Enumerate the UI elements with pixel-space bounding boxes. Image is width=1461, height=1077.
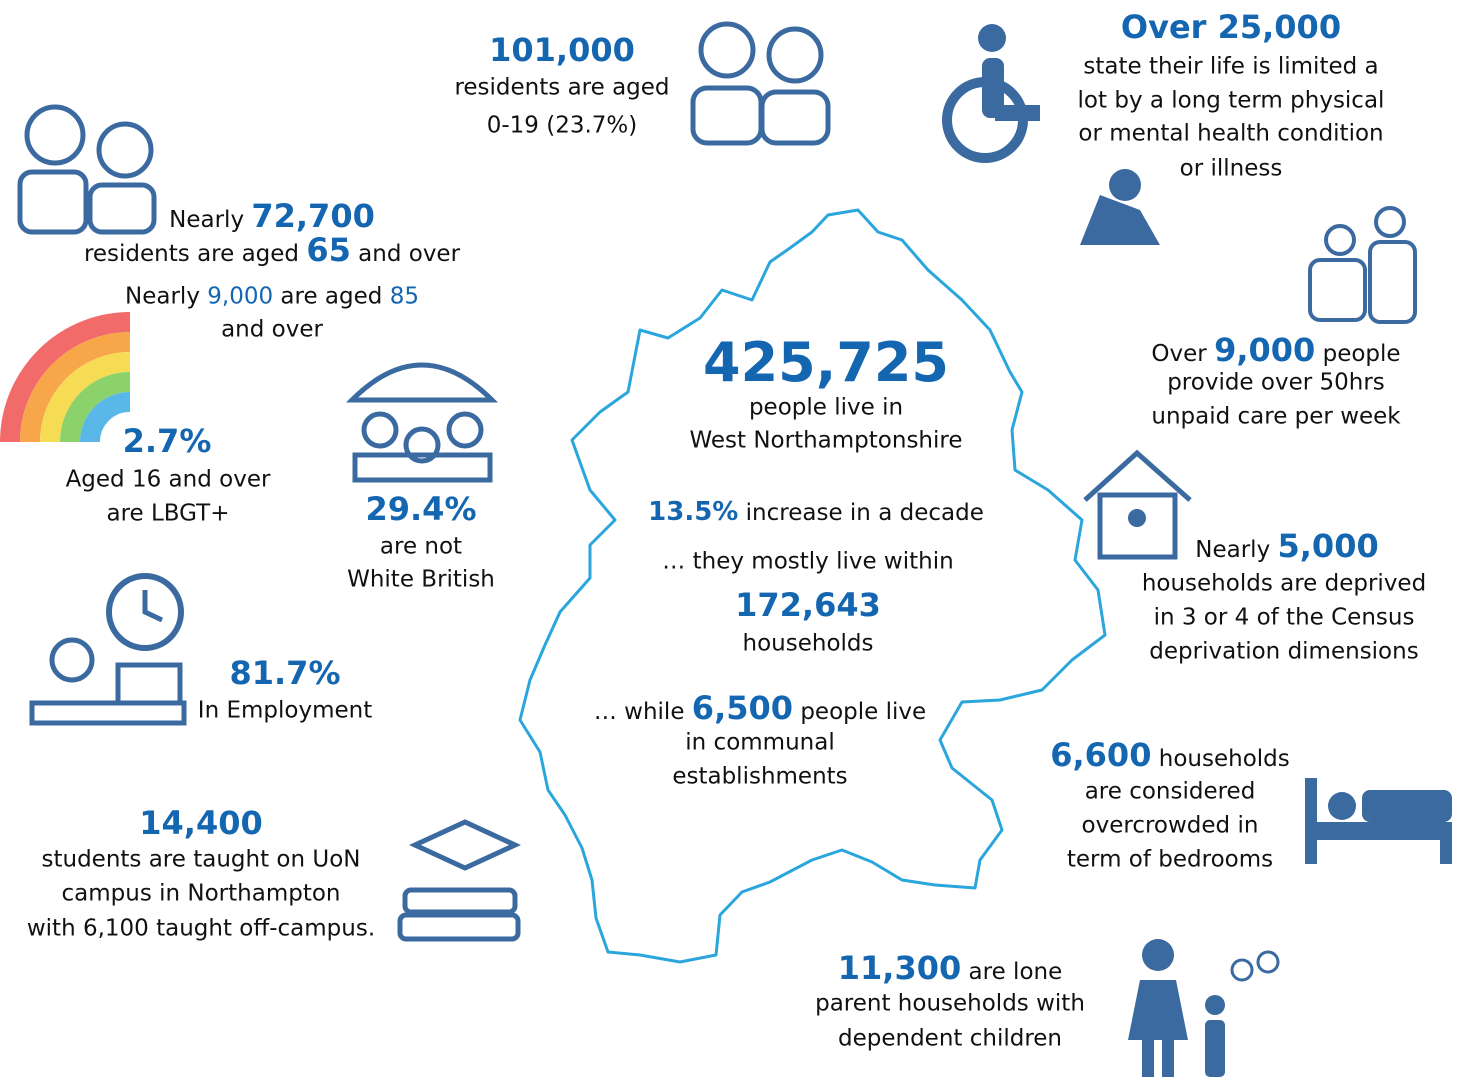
headline-stat: 425,725 <box>703 331 949 394</box>
caption: … while <box>593 699 692 725</box>
line: 6,600 households <box>1050 739 1290 771</box>
line: Nearly 9,000 are aged 85 <box>125 283 419 310</box>
caption: residents are aged <box>83 241 307 267</box>
caption: campus in Northampton <box>61 880 341 907</box>
caption: Nearly <box>169 207 252 233</box>
caption: people live <box>793 699 927 725</box>
line: 11,300 are lone <box>838 952 1063 984</box>
icon-umbrella-family <box>345 362 499 483</box>
caption: people live in <box>748 394 904 421</box>
caption: Over <box>1151 341 1215 367</box>
line: Nearly 5,000 <box>1195 530 1378 562</box>
line: 13.5% increase in a decade <box>648 499 984 525</box>
caption: term of bedrooms <box>1066 846 1274 873</box>
caption: are not <box>379 533 463 560</box>
caption: people <box>1315 341 1401 367</box>
stat: 85 <box>389 283 419 310</box>
caption: establishments <box>672 763 848 790</box>
stat: Over 25,000 <box>1120 8 1342 46</box>
line: Over 9,000 people <box>1151 334 1400 366</box>
stat: 13.5% <box>648 497 739 527</box>
caption: … they mostly live within <box>662 548 954 575</box>
caption: households are deprived <box>1141 570 1427 597</box>
icon-young-people <box>690 21 831 146</box>
stat: 9,000 <box>1214 331 1316 369</box>
stat: 6,500 <box>691 689 794 727</box>
stat: 5,000 <box>1277 527 1379 565</box>
stat: 14,400 <box>139 804 263 842</box>
stat: 81.7% <box>229 654 341 692</box>
caption: or illness <box>1179 155 1283 182</box>
stat: 9,000 <box>207 283 274 310</box>
caption: state their life is limited a <box>1083 53 1379 80</box>
stat: 11,300 <box>837 949 962 987</box>
caption: parent households with <box>815 990 1085 1017</box>
icon-house-family <box>1083 449 1192 560</box>
icon-clock-desk <box>29 573 187 726</box>
caption: dependent children <box>837 1025 1063 1052</box>
caption: with 6,100 taught off-campus. <box>26 915 376 942</box>
caption: households <box>742 630 874 657</box>
caption: 0-19 (23.7%) <box>486 112 638 139</box>
icons <box>0 21 1452 1077</box>
stat: 2.7% <box>122 422 212 460</box>
icon-carer <box>1308 206 1417 324</box>
icon-older-couple <box>17 104 157 235</box>
stat: 29.4% <box>365 490 477 528</box>
stat: 101,000 <box>489 31 635 69</box>
caption: and over <box>221 316 323 343</box>
caption: are aged <box>273 283 390 310</box>
caption: deprivation dimensions <box>1149 638 1419 665</box>
line: Nearly 72,700 <box>169 200 375 232</box>
caption: unpaid care per week <box>1151 403 1401 430</box>
caption: and over <box>350 241 461 267</box>
stat: 6,600 <box>1050 736 1152 774</box>
caption: lot by a long term physical <box>1077 87 1385 114</box>
icon-bed <box>1305 778 1452 864</box>
caption: White British <box>347 566 495 593</box>
caption: or mental health condition <box>1078 120 1384 147</box>
map-outline <box>518 208 1107 964</box>
caption: In Employment <box>197 697 373 724</box>
icon-rainbow <box>0 312 131 443</box>
caption: students are taught on UoN <box>41 846 361 873</box>
caption: Aged 16 and over <box>65 466 271 493</box>
caption: West Northamptonshire <box>689 427 963 454</box>
caption: overcrowded in <box>1081 812 1259 839</box>
caption: increase in a decade <box>738 500 984 526</box>
stat: 172,643 <box>735 586 881 624</box>
caption: in communal <box>685 729 835 756</box>
icon-parent-child <box>1128 939 1280 1077</box>
caption: in 3 or 4 of the Census <box>1153 604 1415 631</box>
caption: provide over 50hrs <box>1167 369 1385 396</box>
icon-graduation <box>397 819 521 942</box>
line: … while 6,500 people live <box>594 692 926 724</box>
stat: 65 <box>306 231 351 269</box>
icon-distressed-person <box>1080 169 1160 245</box>
caption: residents are aged <box>454 74 670 101</box>
caption: households <box>1151 746 1290 772</box>
caption: are LBGT+ <box>106 500 230 527</box>
caption: are lone <box>961 959 1063 985</box>
caption: Nearly <box>125 283 208 310</box>
line: residents are aged 65 and over <box>84 234 460 266</box>
caption: Nearly <box>1195 537 1278 563</box>
stat: 72,700 <box>251 197 375 235</box>
caption: are considered <box>1084 778 1256 805</box>
icon-wheelchair <box>942 24 1040 163</box>
